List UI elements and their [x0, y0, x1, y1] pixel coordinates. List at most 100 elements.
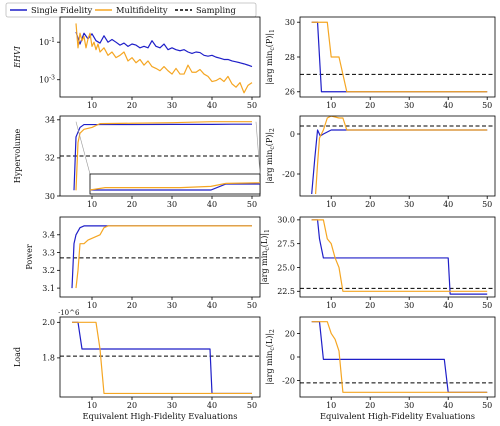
- x-tick-label: 50: [482, 401, 492, 410]
- x-tick-label: 30: [404, 301, 414, 310]
- y-tick-label: 10-3: [39, 75, 55, 85]
- y-tick-label: 2.0: [42, 318, 55, 327]
- y-tick-label: -20: [282, 170, 295, 179]
- x-tick-label: 40: [207, 101, 217, 110]
- y-tick-label: 1.8: [42, 354, 55, 363]
- series-line-single-fidelity: [72, 321, 252, 395]
- y-axis-label: Load: [13, 347, 22, 367]
- x-tick-label: 10: [326, 301, 336, 310]
- y-axis-label: |arg minc(L)|1: [260, 229, 271, 285]
- x-tick-label: 20: [127, 101, 137, 110]
- x-tick-label: 10: [87, 401, 97, 410]
- x-tick-label: 10: [326, 401, 336, 410]
- x-tick-label: 50: [482, 101, 492, 110]
- x-tick-label: 30: [167, 200, 177, 209]
- legend-label: Multifidelity: [116, 5, 168, 15]
- series-line-single-fidelity: [311, 321, 488, 393]
- x-tick-label: 10: [87, 101, 97, 110]
- panel-hv: 30 32 34 10 20 30 40 50 Hypervolume: [13, 115, 261, 209]
- x-tick-label: 40: [207, 200, 217, 209]
- y-tick-label: 10-1: [39, 37, 55, 47]
- y-axis-label: |arg minc(L)|2: [265, 329, 276, 385]
- x-tick-label: 10: [87, 200, 97, 209]
- x-tick-label: 40: [207, 301, 217, 310]
- zoom-connector: [75, 121, 91, 175]
- x-tick-label: 40: [207, 401, 217, 410]
- y-tick-label: 26: [285, 88, 295, 97]
- panel-load2: 20 0 -20 10 20 30 40 50 |arg minc(L)|2 Equivalent…: [265, 316, 496, 421]
- axes-frame: [59, 316, 261, 398]
- series-line-multifidelity: [72, 321, 252, 395]
- axes-frame: [59, 216, 261, 298]
- legend: Single Fidelity Multifidelity Sampling: [5, 2, 257, 18]
- y-tick-label: 30.0: [277, 216, 295, 225]
- panel-power: 3.1 3.2 3.3 3.4 10 20 30 40 50 Power: [25, 216, 261, 310]
- axes-frame: [299, 16, 496, 98]
- x-tick-label: 20: [365, 101, 375, 110]
- x-axis-label: Equivalent High-Fidelity Evaluations: [320, 411, 475, 421]
- x-tick-label: 20: [365, 401, 375, 410]
- panel-load1: 22.5 25.0 27.5 30.0 10 20 30 40 50 |arg minc(L)|1: [260, 216, 496, 310]
- y-tick-label: 0: [290, 353, 295, 362]
- y-tick-label: 34: [45, 116, 55, 125]
- panel-load: 1.8 2.0 10 20 30 40 50 Load ·10^6 Equivalent High…: [13, 309, 261, 421]
- x-tick-label: 50: [247, 101, 257, 110]
- x-tick-label: 20: [127, 401, 137, 410]
- panel-pos1: 26 28 30 10 20 30 40 50 |arg minc(P)|1: [265, 16, 496, 110]
- y-axis-label: EHVI: [13, 45, 22, 69]
- x-tick-label: 40: [443, 101, 453, 110]
- x-tick-label: 50: [482, 301, 492, 310]
- y-tick-label: 22.5: [277, 287, 295, 296]
- x-tick-label: 50: [482, 200, 492, 209]
- x-tick-label: 10: [326, 101, 336, 110]
- y-tick-label: 3.4: [42, 231, 55, 240]
- series-line-single-fidelity: [311, 129, 488, 195]
- y-tick-label: 28: [285, 53, 295, 62]
- y-axis-label: Hypervolume: [13, 128, 22, 183]
- panel-ehvi: 10-1 10-3 10 20 30 40 50 EHVI: [13, 16, 261, 110]
- x-tick-label: 20: [127, 301, 137, 310]
- x-tick-label: 20: [365, 301, 375, 310]
- series-line-multifidelity: [311, 21, 488, 93]
- x-tick-label: 50: [247, 301, 257, 310]
- x-tick-label: 10: [87, 301, 97, 310]
- series-line-multifidelity: [75, 23, 253, 94]
- x-tick-label: 50: [247, 401, 257, 410]
- legend-label: Sampling: [196, 5, 236, 15]
- y-axis-label: Power: [25, 244, 34, 269]
- x-tick-label: 40: [443, 200, 453, 209]
- series-line-multifidelity: [315, 116, 488, 195]
- series-line-multifidelity: [311, 321, 488, 393]
- y-tick-label: 27.5: [277, 239, 295, 248]
- legend-label: Single Fidelity: [31, 5, 92, 15]
- y-tick-label: 20: [285, 329, 295, 338]
- x-tick-label: 30: [404, 401, 414, 410]
- x-tick-label: 20: [127, 200, 137, 209]
- x-tick-label: 30: [404, 200, 414, 209]
- y-tick-label: 30: [45, 192, 55, 201]
- axes-frame: [59, 16, 261, 98]
- y-tick-label: 0: [290, 130, 295, 139]
- x-tick-label: 20: [365, 200, 375, 209]
- x-tick-label: 40: [443, 401, 453, 410]
- series-line-single-fidelity: [75, 31, 253, 68]
- y-axis-label: |arg minc(P)|1: [265, 29, 276, 85]
- x-tick-label: 30: [167, 101, 177, 110]
- y-tick-label: 3.3: [42, 248, 55, 257]
- series-line-multifidelity: [75, 225, 252, 289]
- y-tick-label: 32: [45, 154, 55, 163]
- series-line-multifidelity: [75, 121, 252, 191]
- zoom-connector: [255, 121, 261, 175]
- y-axis-label: |arg minc(P)|2: [265, 128, 276, 184]
- x-tick-label: 30: [167, 301, 177, 310]
- x-tick-label: 40: [443, 301, 453, 310]
- axes-frame: [59, 115, 261, 197]
- y-tick-label: 25.0: [277, 263, 295, 272]
- inset-line-multifidelity: [89, 182, 261, 191]
- axes-frame: [299, 115, 496, 197]
- y-tick-label: 30: [285, 18, 295, 27]
- series-line-single-fidelity: [311, 219, 488, 295]
- y-tick-label: -20: [282, 376, 295, 385]
- y-tick-label: 3.1: [42, 284, 55, 293]
